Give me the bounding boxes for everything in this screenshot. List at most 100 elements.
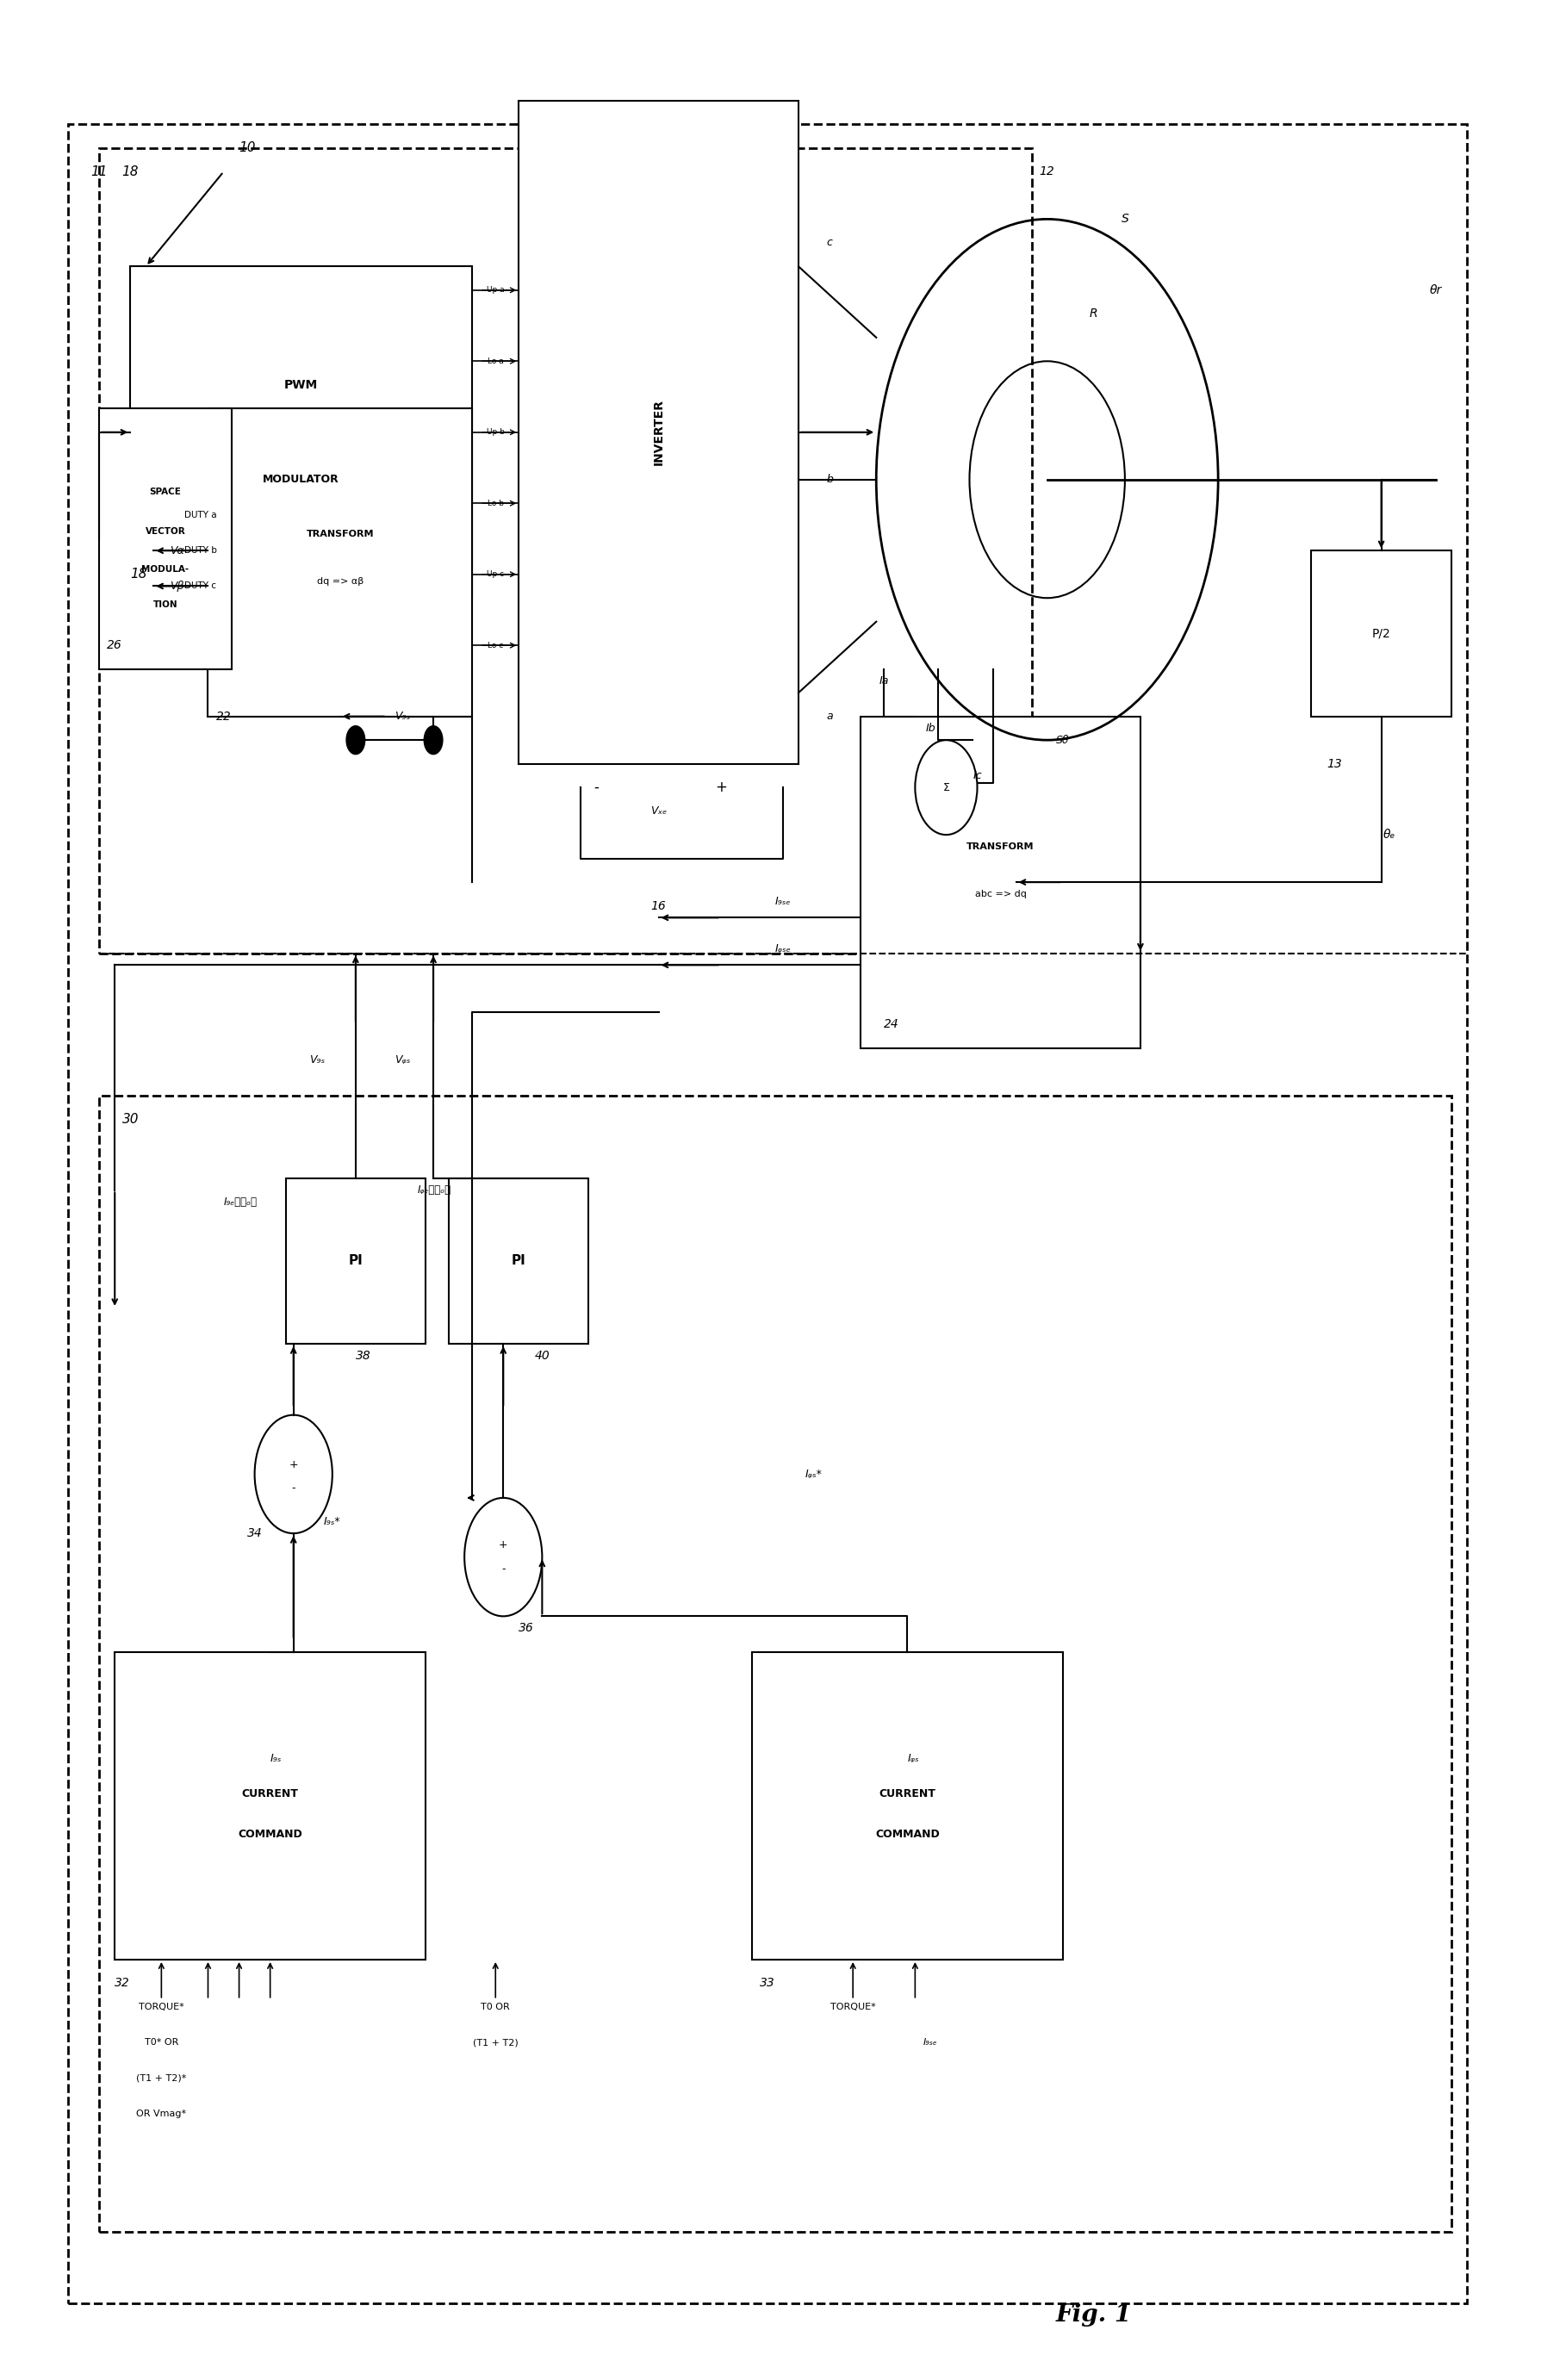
Bar [99, 409, 232, 669]
FancyBboxPatch shape [99, 148, 1032, 954]
Text: P/2: P/2 [1372, 628, 1391, 640]
Bar [1311, 550, 1452, 716]
Text: Iᵩₛ: Iᵩₛ [907, 1752, 919, 1764]
Text: SPACE: SPACE [149, 488, 182, 495]
Text: TORQUE*: TORQUE* [830, 2002, 875, 2011]
Text: Vᵩₛ: Vᵩₛ [395, 1054, 410, 1066]
Bar [114, 1652, 426, 1959]
Text: b: b [827, 474, 833, 486]
Text: R: R [1090, 307, 1098, 319]
Text: c: c [827, 238, 833, 248]
Bar [130, 267, 473, 597]
Text: S: S [1121, 214, 1129, 226]
Text: PI: PI [512, 1254, 526, 1269]
Text: +: + [288, 1459, 298, 1471]
FancyBboxPatch shape [99, 1095, 1452, 2232]
Text: 40: 40 [534, 1349, 550, 1361]
Text: θr: θr [1430, 283, 1442, 295]
Bar [861, 716, 1140, 1047]
Text: 16: 16 [651, 900, 666, 912]
Text: Sθ: Sθ [1055, 735, 1070, 745]
Text: Iᵩₛ*: Iᵩₛ* [805, 1468, 822, 1480]
Text: Ia: Ia [879, 676, 889, 685]
Text: 10: 10 [238, 140, 255, 155]
Text: V₉ₛ: V₉ₛ [395, 712, 410, 721]
Text: (T1 + T2)*: (T1 + T2)* [136, 2073, 186, 2082]
Text: Lo c: Lo c [487, 643, 503, 650]
Text: 18: 18 [122, 164, 139, 178]
Text: T0 OR: T0 OR [481, 2002, 511, 2011]
Text: COMMAND: COMMAND [875, 1828, 940, 1840]
Text: CURRENT: CURRENT [241, 1787, 299, 1799]
Text: PI: PI [348, 1254, 363, 1269]
FancyBboxPatch shape [69, 124, 1467, 2304]
Circle shape [424, 726, 443, 754]
Text: +: + [498, 1540, 507, 1552]
Text: TRANSFORM: TRANSFORM [966, 843, 1035, 852]
Text: Lo b: Lo b [487, 500, 504, 507]
Text: I₉ₛ*: I₉ₛ* [324, 1516, 341, 1528]
Text: V₉ₛ: V₉ₛ [309, 1054, 324, 1066]
Text: (T1 + T2): (T1 + T2) [473, 2037, 518, 2047]
Text: PWM: PWM [285, 378, 318, 390]
Text: -: - [291, 1483, 296, 1495]
Text: MODULA-: MODULA- [141, 566, 189, 574]
Text: 26: 26 [106, 640, 122, 652]
Text: Iᵩₛₑ: Iᵩₛₑ [775, 942, 791, 954]
Text: I₉ₛ: I₉ₛ [271, 1752, 282, 1764]
Bar [285, 1178, 426, 1345]
Text: 12: 12 [1040, 167, 1055, 178]
Text: Ic: Ic [972, 771, 982, 781]
Text: abc => dq: abc => dq [974, 890, 1026, 897]
Text: I₉ₛₑ: I₉ₛₑ [775, 895, 791, 907]
Text: Σ: Σ [943, 783, 949, 793]
Text: Ib: Ib [926, 724, 935, 733]
Text: Up a: Up a [487, 286, 504, 295]
Text: Vₓₑ: Vₓₑ [650, 804, 667, 816]
Text: Up b: Up b [487, 428, 504, 436]
Text: 38: 38 [355, 1349, 371, 1361]
Text: T0* OR: T0* OR [144, 2037, 179, 2047]
Text: 18: 18 [130, 569, 147, 581]
Bar [752, 1652, 1063, 1959]
Text: OR Vmag*: OR Vmag* [136, 2109, 186, 2118]
Text: 13: 13 [1326, 757, 1342, 769]
Text: COMMAND: COMMAND [238, 1828, 302, 1840]
Circle shape [346, 726, 365, 754]
Text: Fig. 1: Fig. 1 [1055, 2304, 1132, 2325]
Bar [449, 1178, 589, 1345]
Text: 34: 34 [247, 1528, 262, 1540]
Text: Up c: Up c [487, 571, 504, 578]
Text: 11: 11 [91, 164, 108, 178]
Text: CURRENT: CURRENT [879, 1787, 936, 1799]
Text: TORQUE*: TORQUE* [139, 2002, 185, 2011]
Text: TION: TION [153, 600, 177, 609]
Text: Vβ: Vβ [169, 581, 185, 593]
Text: 33: 33 [760, 1978, 775, 1990]
Text: a: a [827, 712, 833, 721]
Text: INVERTER: INVERTER [653, 400, 664, 466]
Text: Lo a: Lo a [487, 357, 504, 364]
Text: -: - [501, 1564, 506, 1576]
Bar [518, 100, 799, 764]
Text: 36: 36 [518, 1623, 534, 1635]
Text: Iᵩₑ⁲⁲ₒ⁲: Iᵩₑ⁲⁲ₒ⁲ [418, 1185, 451, 1195]
Text: 32: 32 [114, 1978, 130, 1990]
Text: VECTOR: VECTOR [146, 528, 185, 536]
Text: DUTY c: DUTY c [185, 581, 216, 590]
Bar [208, 409, 473, 716]
Text: Vα: Vα [169, 545, 185, 557]
Text: 22: 22 [216, 709, 232, 724]
Text: θₑ: θₑ [1383, 828, 1395, 840]
Text: -: - [594, 781, 600, 795]
Text: TRANSFORM: TRANSFORM [307, 531, 374, 538]
Text: MODULATOR: MODULATOR [263, 474, 340, 486]
Text: 30: 30 [122, 1111, 139, 1126]
Text: +: + [714, 781, 727, 795]
Text: DUTY b: DUTY b [185, 547, 218, 555]
Text: I₉ₑ⁲⁲ₒ⁲: I₉ₑ⁲⁲ₒ⁲ [224, 1197, 257, 1207]
Text: dq => αβ: dq => αβ [316, 576, 363, 585]
Text: Vᵩₛ: Vᵩₛ [426, 740, 442, 750]
Text: I₉ₛₑ: I₉ₛₑ [924, 2037, 938, 2047]
Text: 24: 24 [885, 1019, 899, 1031]
